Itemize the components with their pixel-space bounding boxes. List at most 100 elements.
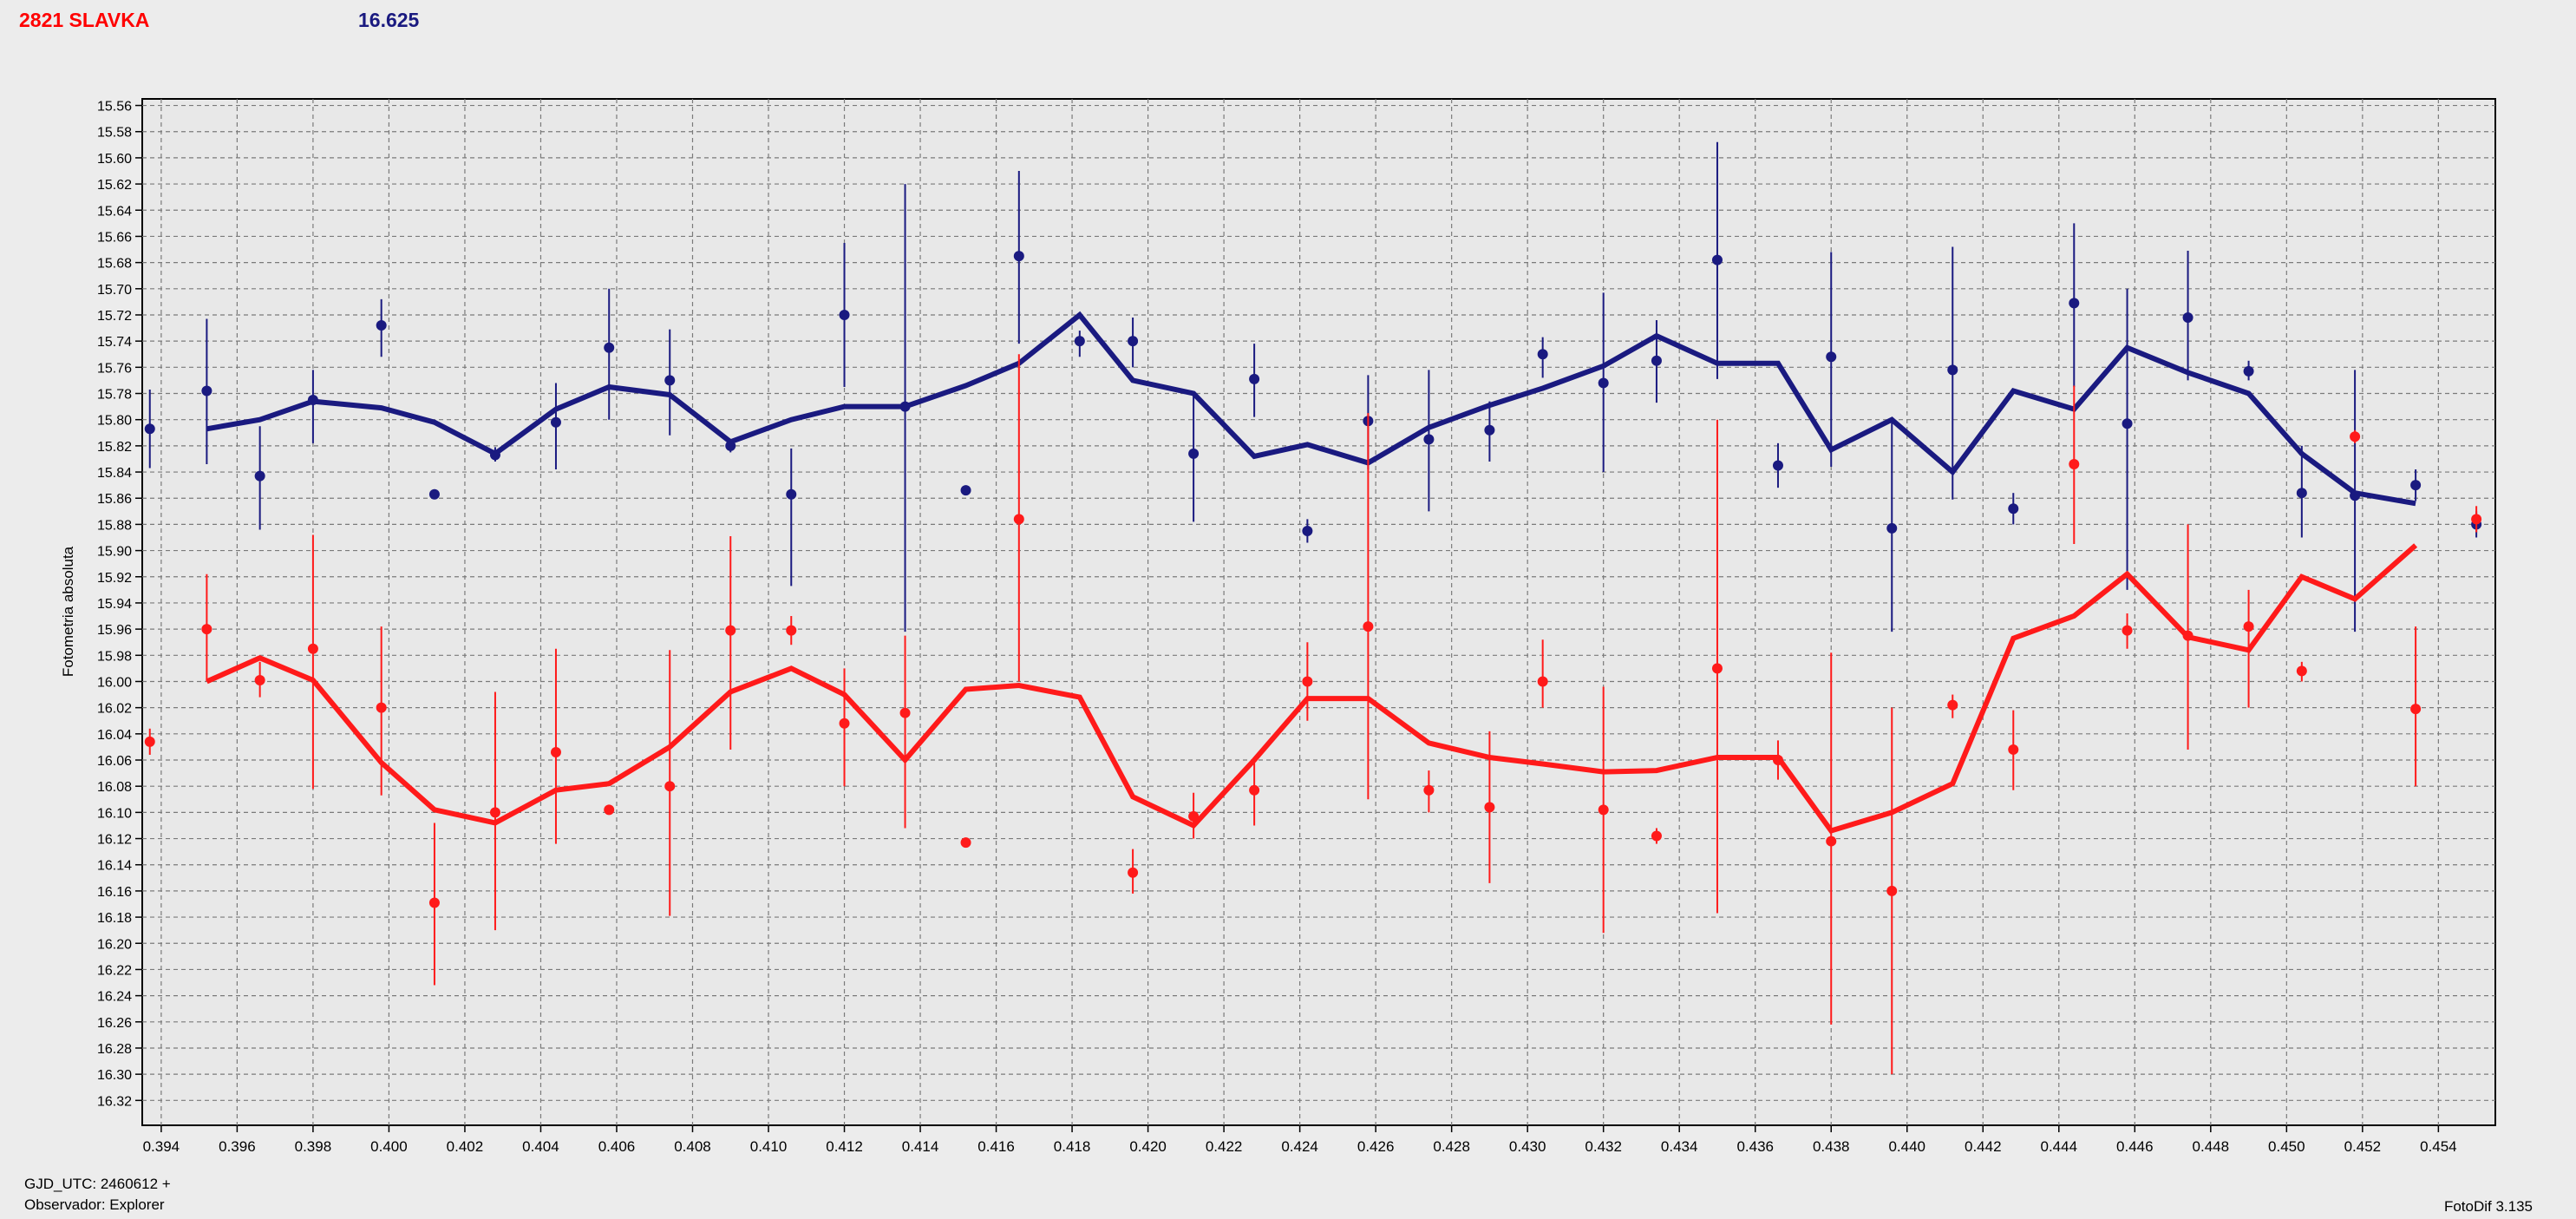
- data-point: [1363, 621, 1374, 632]
- y-tick-label: 16.04: [97, 728, 132, 743]
- data-point: [550, 746, 561, 757]
- y-tick-label: 16.20: [97, 937, 132, 952]
- data-point: [1013, 251, 1024, 262]
- x-tick-label: 0.396: [219, 1138, 256, 1155]
- y-tick-label: 16.14: [97, 859, 132, 874]
- y-tick-label: 15.74: [97, 335, 132, 350]
- y-tick-label: 16.10: [97, 806, 132, 821]
- x-tick-label: 0.440: [1888, 1138, 1925, 1155]
- x-tick-label: 0.406: [598, 1138, 636, 1155]
- y-tick-label: 15.68: [97, 257, 132, 272]
- data-point: [1537, 349, 1548, 360]
- data-point: [1423, 434, 1435, 445]
- data-point: [1188, 810, 1200, 822]
- data-point: [899, 401, 911, 412]
- x-tick-label: 0.420: [1129, 1138, 1167, 1155]
- data-point: [1772, 460, 1783, 471]
- data-point: [489, 807, 500, 818]
- data-point: [1484, 802, 1495, 813]
- data-point: [489, 449, 500, 461]
- data-point: [2182, 311, 2194, 323]
- data-point: [2122, 625, 2133, 636]
- y-tick-label: 15.90: [97, 545, 132, 560]
- y-tick-label: 16.00: [97, 675, 132, 690]
- data-point: [1651, 355, 1662, 366]
- data-point: [307, 643, 318, 654]
- data-point: [1128, 867, 1139, 878]
- data-point: [2243, 365, 2254, 377]
- x-tick-label: 0.416: [977, 1138, 1015, 1155]
- data-point: [604, 804, 615, 816]
- data-point: [1249, 373, 1260, 384]
- x-tick-label: 0.432: [1585, 1138, 1622, 1155]
- x-tick-label: 0.452: [2344, 1138, 2382, 1155]
- trend-line-red: [206, 543, 2418, 834]
- y-tick-label: 15.98: [97, 649, 132, 664]
- data-point: [2069, 458, 2080, 469]
- x-tick-label: 0.446: [2116, 1138, 2154, 1155]
- x-tick-label: 0.442: [1965, 1138, 2002, 1155]
- data-point: [1886, 522, 1898, 534]
- x-tick-label: 0.450: [2268, 1138, 2305, 1155]
- data-point: [254, 674, 265, 685]
- data-point: [2350, 490, 2361, 501]
- y-tick-label: 16.22: [97, 963, 132, 978]
- data-point: [2008, 744, 2019, 755]
- data-point: [1302, 525, 1313, 536]
- data-point: [1826, 351, 1837, 363]
- x-tick-label: 0.400: [370, 1138, 408, 1155]
- data-point: [307, 395, 318, 406]
- x-tick-label: 0.398: [295, 1138, 332, 1155]
- y-tick-label: 15.58: [97, 126, 132, 141]
- data-point: [664, 375, 676, 386]
- data-point: [2182, 630, 2194, 641]
- data-point: [1598, 377, 1609, 389]
- y-tick-label: 16.12: [97, 833, 132, 848]
- x-tick-label: 0.434: [1661, 1138, 1698, 1155]
- data-point: [604, 342, 615, 353]
- grid: [142, 99, 2495, 1125]
- data-point: [1188, 448, 1200, 459]
- x-tick-label: 0.414: [902, 1138, 939, 1155]
- x-tick-label: 0.404: [522, 1138, 559, 1155]
- x-tick-label: 0.444: [2041, 1138, 2078, 1155]
- x-tick-label: 0.412: [826, 1138, 863, 1155]
- data-point: [144, 423, 155, 435]
- y-tick-label: 15.64: [97, 204, 132, 219]
- series-layer: [144, 141, 2482, 1075]
- y-tick-label: 16.08: [97, 780, 132, 795]
- x-tick-label: 0.448: [2193, 1138, 2230, 1155]
- data-point: [664, 781, 676, 792]
- x-tick-label: 0.424: [1281, 1138, 1318, 1155]
- x-tick-label: 0.428: [1433, 1138, 1470, 1155]
- data-point: [1537, 676, 1548, 687]
- x-tick-label: 0.438: [1813, 1138, 1850, 1155]
- data-point: [428, 897, 440, 908]
- y-tick-label: 15.80: [97, 414, 132, 429]
- series-red: [144, 354, 2482, 1075]
- x-tick-label: 0.430: [1509, 1138, 1546, 1155]
- x-tick-label: 0.402: [447, 1138, 484, 1155]
- y-tick-label: 16.28: [97, 1042, 132, 1057]
- data-point: [839, 718, 850, 729]
- y-tick-label: 15.84: [97, 466, 132, 481]
- data-point: [2069, 298, 2080, 309]
- magnitude-value: 16.625: [358, 9, 420, 31]
- data-point: [2122, 418, 2133, 429]
- y-axis-ticks: 15.56 15.58 15.60 15.62 15.64 15.66 15.68 15.70…: [97, 100, 142, 1109]
- data-point: [2296, 488, 2307, 499]
- x-tick-label: 0.422: [1206, 1138, 1243, 1155]
- y-tick-label: 16.30: [97, 1068, 132, 1083]
- y-tick-label: 15.94: [97, 597, 132, 612]
- data-point: [1302, 676, 1313, 687]
- data-point: [1423, 784, 1435, 796]
- data-point: [786, 625, 797, 636]
- data-point: [1128, 336, 1139, 347]
- x-tick-label: 0.454: [2420, 1138, 2457, 1155]
- data-point: [1826, 836, 1837, 847]
- data-point: [1249, 784, 1260, 796]
- data-point: [2008, 503, 2019, 514]
- data-point: [960, 485, 971, 496]
- data-point: [839, 309, 850, 320]
- data-point: [1947, 699, 1958, 711]
